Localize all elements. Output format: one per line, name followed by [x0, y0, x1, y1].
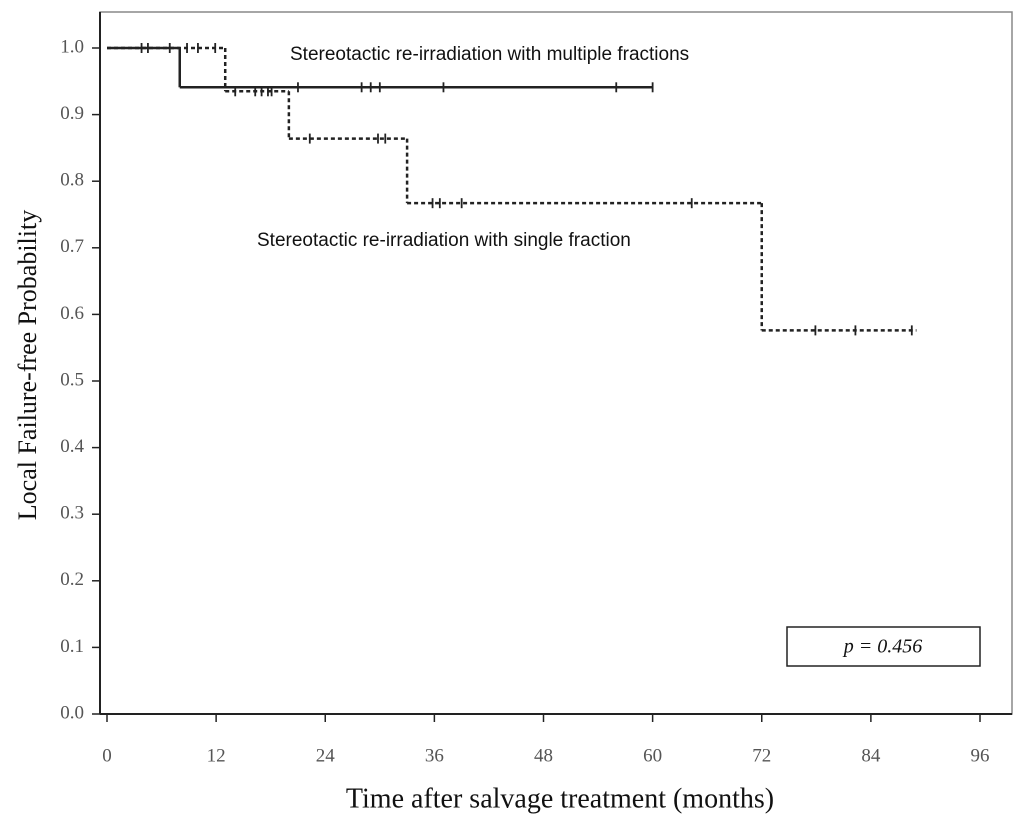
- y-tick-label: 0.8: [60, 170, 84, 191]
- y-tick-label: 0.6: [60, 303, 84, 324]
- y-axis-title: Local Failure-free Probability: [13, 210, 42, 520]
- plot-frame: [99, 11, 1013, 715]
- x-tick-label: 84: [861, 745, 881, 766]
- annotation-box: [786, 626, 981, 667]
- y-tick-label: 1.0: [60, 36, 84, 57]
- p-value: p = 0.456: [842, 636, 923, 658]
- x-tick-label: 48: [534, 745, 553, 766]
- x-tick-label: 96: [971, 745, 990, 766]
- x-tick-label: 72: [752, 745, 771, 766]
- y-tick-label: 0.7: [60, 236, 84, 257]
- y-tick-label: 0.9: [60, 103, 84, 124]
- y-tick-label: 0.4: [60, 436, 84, 457]
- x-axis-title: Time after salvage treatment (months): [346, 783, 774, 814]
- series-label: Stereotactic re-irradiation with single …: [257, 230, 631, 251]
- y-tick-label: 0.3: [60, 503, 84, 524]
- x-tick-label: 36: [425, 745, 444, 766]
- y-tick-label: 0.0: [60, 702, 84, 723]
- series-label: Stereotactic re-irradiation with multipl…: [290, 44, 689, 65]
- y-tick-label: 0.5: [60, 369, 84, 390]
- y-tick-label: 0.2: [60, 569, 84, 590]
- x-tick-label: 60: [643, 745, 662, 766]
- y-tick-label: 0.1: [60, 636, 84, 657]
- x-tick-label: 12: [207, 745, 226, 766]
- x-tick-label: 0: [102, 745, 112, 766]
- x-tick-label: 24: [316, 745, 336, 766]
